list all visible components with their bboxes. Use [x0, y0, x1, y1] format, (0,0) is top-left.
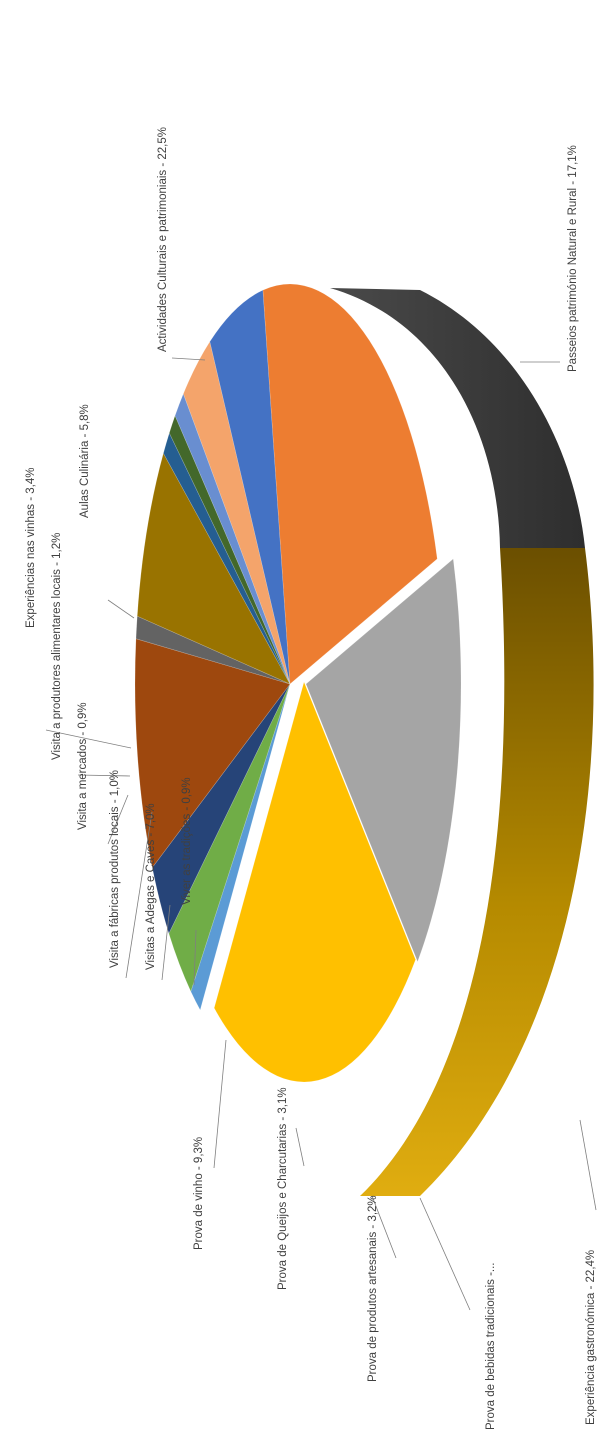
slice-label-7: Prova de produtos artesanais - 3,2% [367, 1195, 379, 1382]
pie-slice-6 [190, 683, 291, 1011]
pie-side-layer [330, 288, 594, 1196]
leader-line-14 [77, 774, 131, 777]
slice-label-4: Passeios património Natural e Rural - 17… [567, 145, 579, 372]
pie-slice-14 [174, 393, 291, 685]
leader-line-9 [213, 1039, 227, 1169]
leader-line-8 [295, 1127, 305, 1167]
slice-label-5: Experiência gastronómica - 22,4% [585, 1250, 597, 1425]
pie-slice-2 [209, 289, 291, 685]
slice-label-14: Visita a produtores alimentares locais -… [51, 533, 63, 760]
leader-line-7 [371, 1195, 397, 1259]
leader-lines [45, 357, 597, 1311]
pie-slice-10 [135, 615, 291, 685]
leader-line-1 [45, 729, 132, 749]
leader-line-2 [107, 599, 135, 619]
pie-slice-9 [134, 638, 291, 869]
pie-slice-5 [213, 681, 416, 1083]
leader-line-11 [161, 904, 171, 981]
slice-label-13: Visita a mercados - 0,9% [77, 702, 89, 830]
slice-label-10: Viver as tradições - 0,9% [181, 777, 193, 905]
pie-slices [134, 283, 462, 1083]
slice-label-11: Visitas a Adegas e Caves - 7,0% [145, 803, 157, 970]
pie-slice-4 [305, 558, 462, 963]
slice-label-12: Visita a fábricas produtos locais - 1,0% [109, 770, 121, 968]
leader-line-6 [419, 1197, 471, 1311]
slice-label-3: Actividades Culturais e patrimoniais - 2… [157, 127, 169, 352]
leader-line-3 [171, 357, 206, 361]
leader-line-10 [193, 929, 197, 986]
slice-label-6: Prova de bebidas tradicionais -... [485, 1263, 497, 1430]
pie-slice-11 [136, 452, 291, 685]
leader-line-13 [107, 794, 129, 845]
leader-line-12 [125, 811, 153, 979]
pie-slice-13 [168, 414, 291, 685]
slice-label-9: Prova de vinho - 9,3% [193, 1137, 205, 1250]
pie-slice-7 [168, 683, 291, 993]
slice-label-2: Aulas Culinária - 5,8% [79, 404, 91, 518]
pie-labels: Experiências nas vinhas - 3,4% Aulas Culi… [25, 127, 597, 1430]
slice-label-1: Experiências nas vinhas - 3,4% [25, 468, 37, 628]
pie-slice-12 [163, 432, 291, 685]
pie-side-gold-segment [360, 548, 594, 1196]
pie-side-dark-segment [330, 288, 585, 548]
pie-slice-8 [151, 683, 291, 935]
pie-slice-3 [262, 283, 438, 685]
slice-label-8: Prova de Queijos e Charcutarias - 3,1% [277, 1087, 289, 1290]
leader-line-5 [579, 1119, 597, 1211]
pie-slice-1 [182, 340, 291, 685]
